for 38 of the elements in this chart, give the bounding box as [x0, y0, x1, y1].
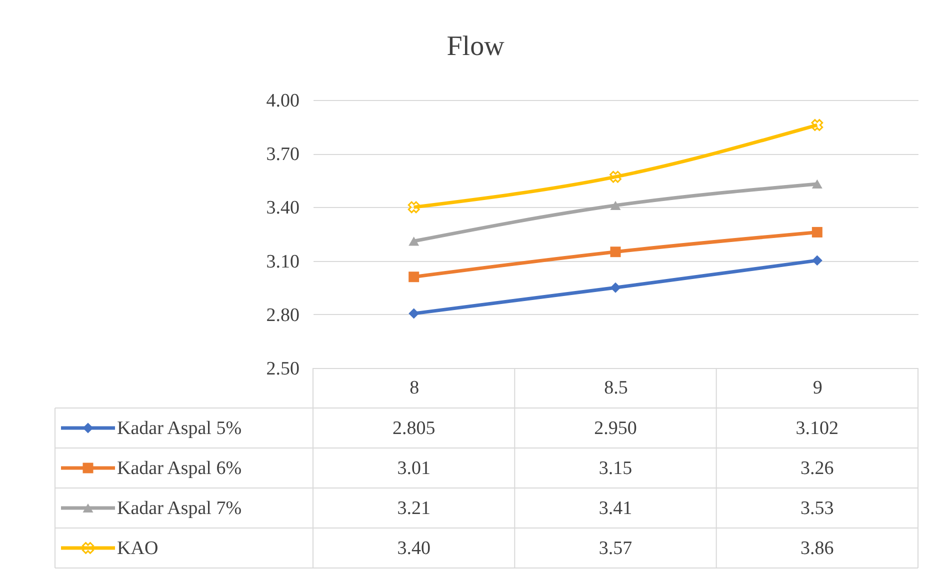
y-tick-label: 4.00 — [266, 90, 300, 112]
data-label: 3.40 — [397, 538, 430, 559]
point — [610, 282, 621, 293]
point — [812, 179, 822, 189]
data-label: 3.26 — [800, 458, 834, 479]
legend-label: KAO — [117, 538, 158, 559]
data-label: 2.805 — [392, 418, 436, 439]
x-tick-label: 8 — [410, 378, 420, 398]
point — [610, 170, 622, 183]
point — [408, 272, 420, 282]
data-label: 2.950 — [594, 418, 637, 439]
data-label: 3.21 — [397, 498, 430, 519]
x-tick-label: 8.5 — [604, 378, 628, 398]
data-label: 3.53 — [800, 498, 834, 519]
data-label: 3.41 — [598, 498, 632, 519]
y-tick-label: 3.70 — [266, 144, 300, 166]
legend-label: Kadar Aspal 7% — [117, 498, 242, 519]
y-tick-label: 2.50 — [266, 358, 300, 380]
point — [408, 308, 420, 319]
y-tick-label: 2.80 — [266, 304, 300, 326]
point — [811, 119, 824, 131]
x-tick-label: 9 — [812, 378, 822, 398]
data-label: 3.102 — [796, 418, 839, 439]
point — [408, 201, 420, 214]
point — [812, 226, 822, 238]
y-tick-label: 3.40 — [266, 198, 300, 219]
point — [408, 236, 420, 246]
point — [812, 255, 822, 266]
data-label: 3.86 — [800, 538, 834, 559]
y-tick-label: 3.10 — [266, 251, 300, 272]
chart-title: Flow — [446, 31, 506, 62]
point — [610, 246, 621, 258]
data-label: 3.57 — [598, 538, 632, 559]
data-label: 3.01 — [397, 458, 430, 479]
legend-label: Kadar Aspal 5% — [117, 418, 242, 439]
point — [610, 200, 621, 210]
data-label: 3.15 — [598, 458, 632, 479]
legend-label: Kadar Aspal 6% — [117, 458, 242, 479]
